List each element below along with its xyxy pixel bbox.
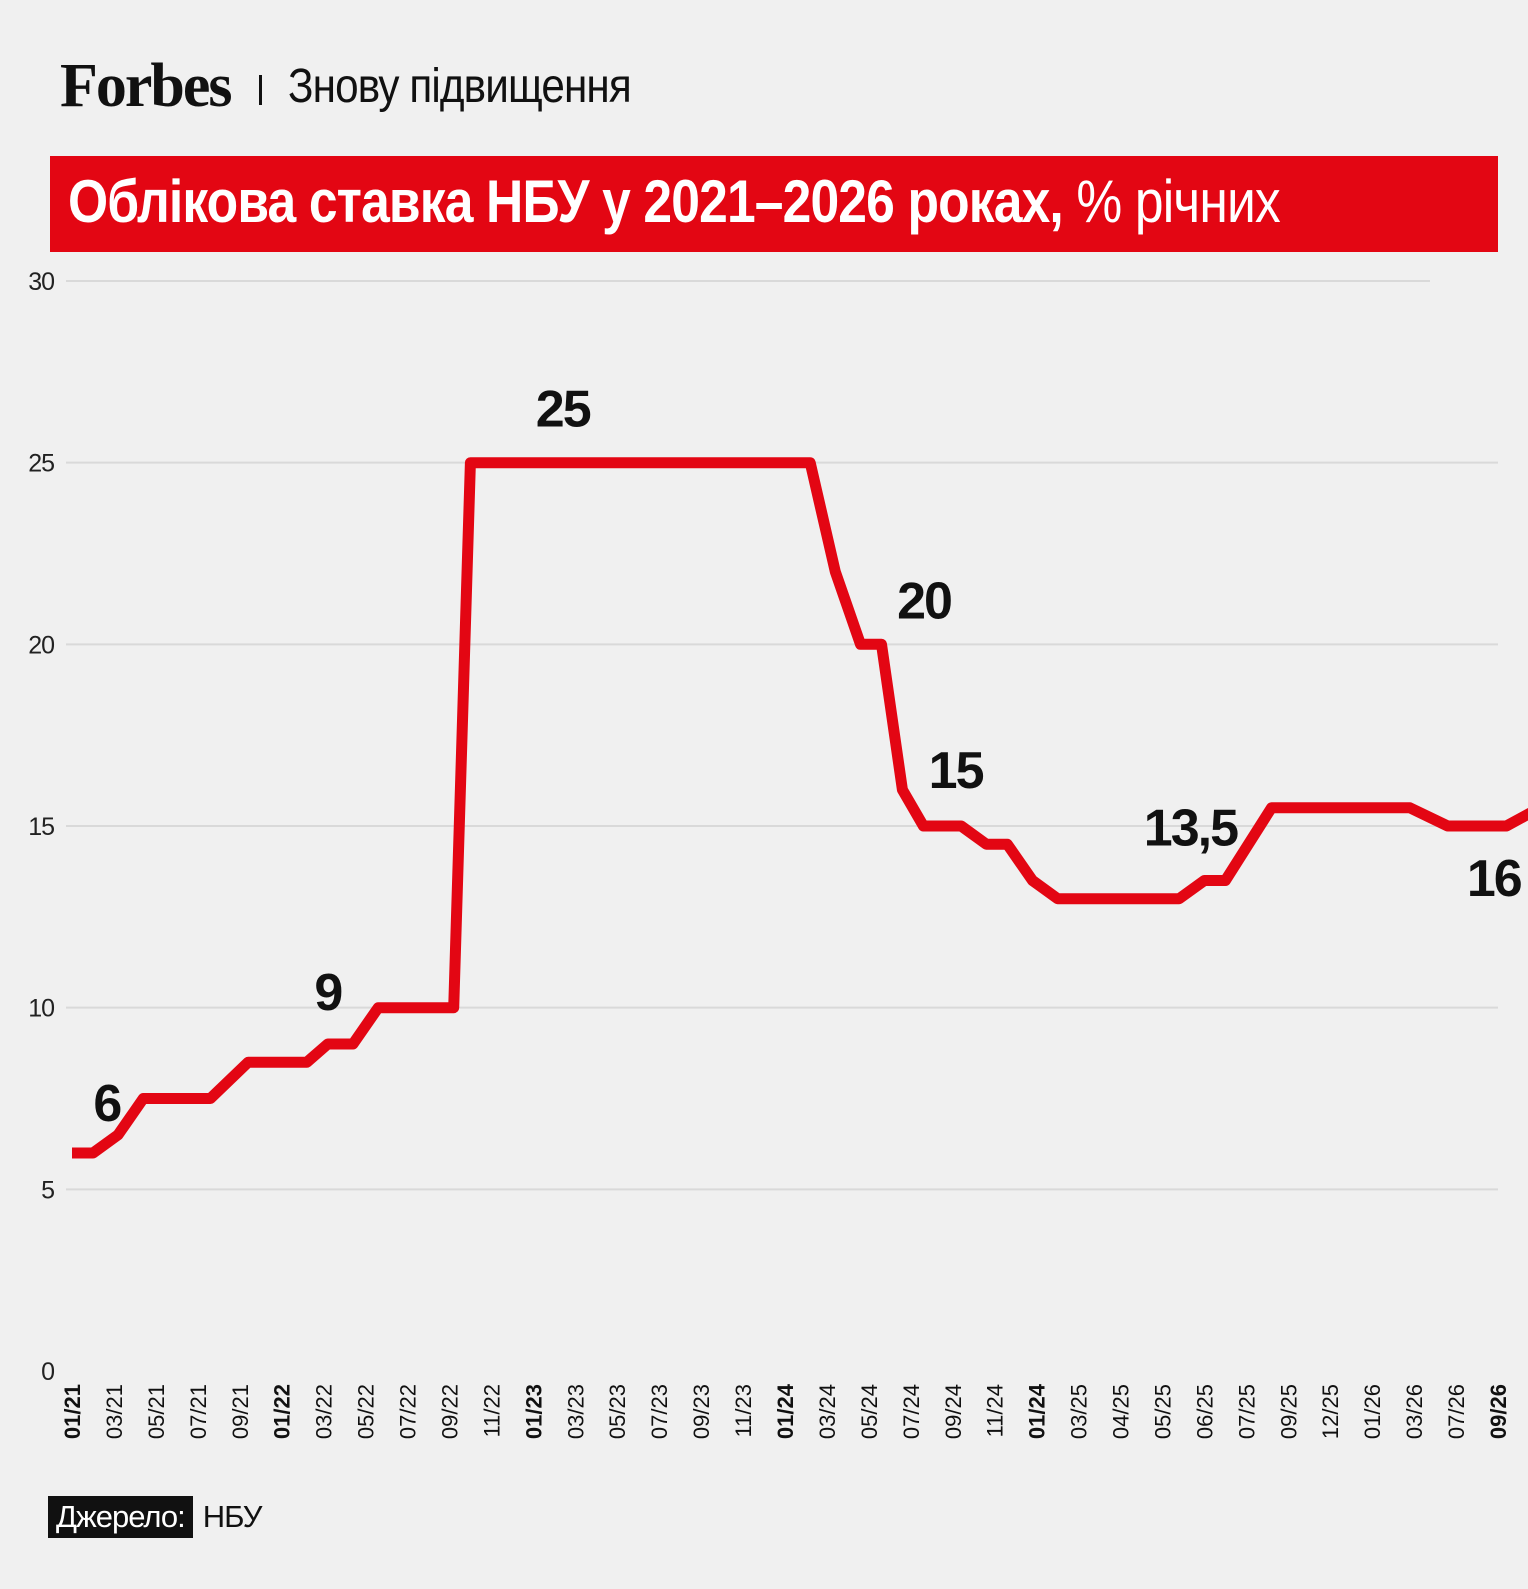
x-tick-label: 03/24 <box>815 1384 840 1439</box>
x-tick-label: 09/25 <box>1276 1384 1301 1439</box>
x-tick-label: 12/25 <box>1318 1384 1343 1439</box>
x-tick-label: 05/23 <box>605 1384 630 1439</box>
x-tick-label: 07/22 <box>396 1384 421 1439</box>
source-value: НБУ <box>202 1499 263 1534</box>
x-tick-label: 06/25 <box>1192 1384 1217 1439</box>
data-label: 20 <box>897 572 951 630</box>
x-tick-label: 09/22 <box>437 1384 462 1439</box>
series-line <box>72 457 1528 1159</box>
x-tick-label: 09/26 <box>1486 1384 1511 1439</box>
rate-line-chart: 0 5 10 15 20 25 30 01/21 03/21 05/21 07/21 09/21 01/… <box>28 268 1528 1439</box>
header-subtitle: Знову підвищення <box>287 59 632 113</box>
x-tick-label: 05/24 <box>857 1384 882 1439</box>
x-tick-label: 05/25 <box>1150 1384 1175 1439</box>
x-tick-label: 11/23 <box>731 1384 756 1437</box>
chart-title: Облікова ставка НБУ у 2021–2026 роках, %… <box>68 167 1281 236</box>
forbes-logo: Forbes <box>60 51 233 120</box>
x-tick-label: 09/23 <box>689 1384 714 1439</box>
x-tick-label: 01/24 <box>1025 1383 1050 1439</box>
source-note: Джерело: НБУ <box>48 1495 263 1539</box>
y-tick-label: 0 <box>41 1358 54 1386</box>
data-label: 16 <box>1467 850 1522 908</box>
x-tick-label: 05/21 <box>144 1384 169 1439</box>
header: Forbes Знову підвищення <box>60 52 677 120</box>
data-label: 6 <box>93 1075 121 1133</box>
x-tick-label: 03/22 <box>312 1384 337 1439</box>
x-tick-label: 03/26 <box>1402 1384 1427 1439</box>
y-tick-label: 20 <box>28 631 54 659</box>
x-tick-label: 09/21 <box>228 1384 253 1439</box>
chart-title-unit: % річних <box>1062 168 1280 235</box>
x-tick-label: 01/26 <box>1360 1384 1385 1439</box>
x-tick-label: 03/23 <box>563 1384 588 1439</box>
data-label: 15 <box>929 742 984 800</box>
x-tick-label: 07/23 <box>647 1384 672 1439</box>
x-tick-label: 09/24 <box>941 1384 966 1439</box>
x-tick-label: 11/24 <box>983 1384 1008 1437</box>
x-tick-label: 07/21 <box>186 1384 211 1439</box>
x-tick-label: 04/25 <box>1109 1384 1134 1439</box>
x-tick-label: 01/21 <box>60 1384 85 1439</box>
y-tick-label: 15 <box>28 813 54 841</box>
chart-title-main: Облікова ставка НБУ у 2021–2026 роках, <box>68 168 1064 235</box>
x-tick-label: 07/26 <box>1444 1384 1469 1439</box>
x-tick-label: 01/23 <box>521 1384 546 1439</box>
data-label: 25 <box>536 381 591 439</box>
y-tick-label: 5 <box>41 1176 54 1204</box>
y-tick-label: 30 <box>28 268 54 296</box>
x-tick-label: 05/22 <box>354 1384 379 1439</box>
x-tick-label: 03/25 <box>1067 1384 1092 1439</box>
source-label: Джерело: <box>48 1496 193 1538</box>
x-tick-label: 03/21 <box>102 1384 127 1439</box>
title-banner: Облікова ставка НБУ у 2021–2026 роках, %… <box>50 156 1498 252</box>
header-divider <box>258 75 262 105</box>
x-tick-label: 11/22 <box>479 1384 504 1437</box>
x-tick-label: 01/22 <box>270 1384 295 1439</box>
data-label: 13,5 <box>1144 800 1238 858</box>
x-tick-label: 07/24 <box>899 1384 924 1439</box>
x-tick-label: 07/25 <box>1234 1384 1259 1439</box>
data-label: 9 <box>314 964 341 1022</box>
y-tick-label: 25 <box>28 450 54 478</box>
x-tick-label: 01/24 <box>773 1383 798 1439</box>
y-tick-label: 10 <box>28 995 54 1023</box>
